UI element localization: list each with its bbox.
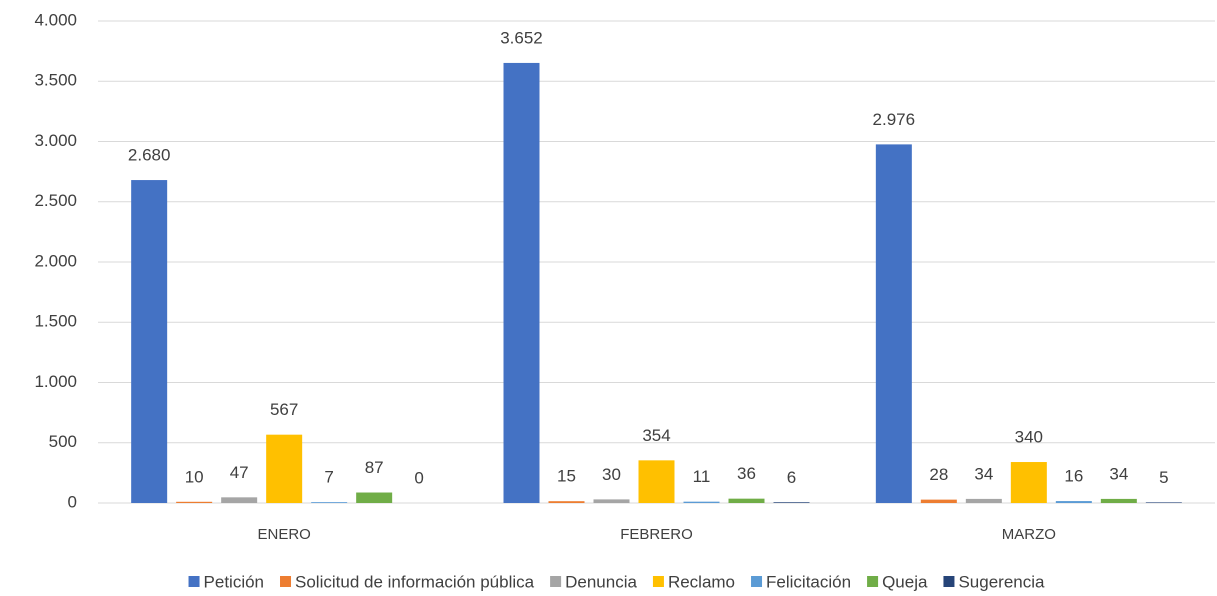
y-tick-label: 0 (68, 492, 77, 511)
legend-swatch (943, 576, 955, 587)
data-label: 340 (1015, 428, 1043, 447)
data-label: 2.680 (128, 146, 171, 165)
bar (311, 502, 348, 503)
legend-label: Reclamo (668, 572, 735, 591)
data-label: 87 (365, 458, 384, 477)
data-label: 34 (974, 464, 993, 483)
data-label: 567 (270, 400, 298, 419)
data-label: 11 (693, 467, 711, 486)
x-tick-label: FEBRERO (620, 526, 693, 543)
bar (548, 501, 585, 503)
legend-label: Sugerencia (958, 572, 1045, 591)
y-tick-label: 4.000 (34, 10, 77, 29)
data-label: 47 (230, 463, 249, 482)
data-label: 7 (324, 468, 333, 487)
bar (503, 62, 540, 504)
legend-swatch (751, 576, 763, 587)
data-label: 0 (414, 468, 423, 487)
y-tick-label: 2.500 (34, 191, 77, 210)
bar (176, 501, 213, 503)
y-tick-label: 3.000 (34, 131, 77, 150)
legend-label: Felicitación (766, 572, 851, 591)
data-label: 36 (737, 464, 756, 483)
y-tick-label: 3.500 (34, 71, 77, 90)
legend-label: Denuncia (565, 572, 637, 591)
bar (356, 492, 393, 503)
data-label: 15 (557, 467, 576, 486)
data-label: 2.976 (873, 110, 916, 129)
legend-label: Solicitud de información pública (295, 572, 535, 591)
bar (593, 499, 630, 503)
y-tick-label: 1.500 (34, 312, 77, 331)
bar (131, 180, 168, 503)
bar (875, 144, 912, 503)
bar (1145, 502, 1182, 503)
data-label: 30 (602, 465, 621, 484)
legend-swatch (652, 576, 664, 587)
y-tick-label: 1.000 (34, 372, 77, 391)
data-label: 28 (929, 465, 948, 484)
bar (773, 502, 810, 503)
legend-swatch (550, 576, 562, 587)
data-label: 3.652 (500, 28, 543, 47)
legend-swatch (188, 576, 200, 587)
bar (1055, 501, 1092, 503)
data-label: 354 (642, 426, 670, 445)
data-label: 16 (1064, 467, 1083, 486)
bar (1010, 462, 1047, 503)
bar (728, 498, 765, 503)
bar (266, 434, 303, 503)
bar (1100, 498, 1137, 503)
y-tick-label: 2.000 (34, 251, 77, 270)
legend-swatch (867, 576, 879, 587)
bar (221, 497, 258, 503)
legend-label: Petición (204, 572, 264, 591)
bar (920, 499, 957, 503)
data-label: 6 (787, 468, 796, 487)
legend-swatch (280, 576, 292, 587)
x-tick-label: MARZO (1002, 526, 1056, 543)
data-label: 34 (1109, 464, 1128, 483)
bar (638, 460, 675, 503)
x-tick-label: ENERO (257, 526, 310, 543)
data-label: 10 (185, 467, 204, 486)
bar (683, 501, 720, 503)
y-tick-label: 500 (49, 432, 77, 451)
legend-label: Queja (882, 572, 928, 591)
data-label: 5 (1159, 468, 1168, 487)
bar (965, 498, 1002, 503)
